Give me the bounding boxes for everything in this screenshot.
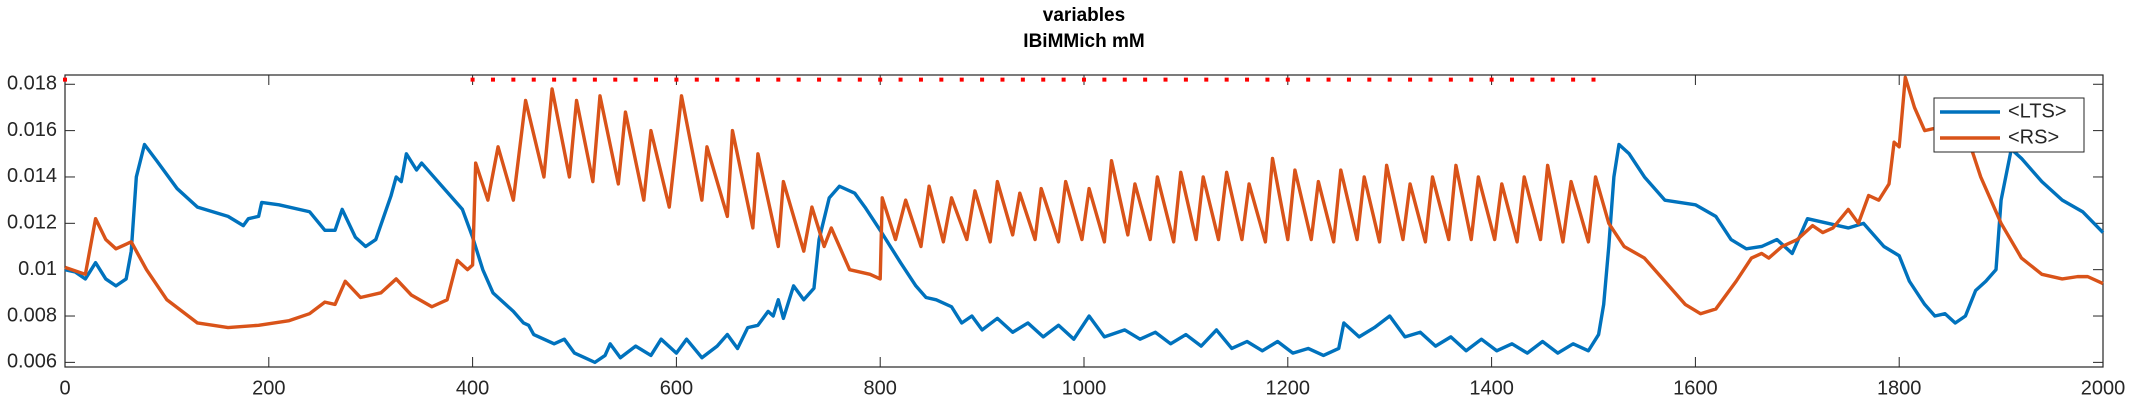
marker-dot (715, 77, 720, 82)
legend-label: <RS> (2008, 126, 2059, 148)
marker-dot (776, 77, 781, 82)
marker-dot (755, 77, 760, 82)
marker-dot (1367, 77, 1372, 82)
marker-dot (1387, 77, 1392, 82)
marker-dot (1000, 77, 1005, 82)
marker-dot (1428, 77, 1433, 82)
y-tick-label: 0.012 (7, 212, 57, 234)
marker-dot (1571, 77, 1576, 82)
marker-dot (980, 77, 985, 82)
marker-dot (1143, 77, 1148, 82)
marker-dot (470, 77, 475, 82)
x-tick-label: 200 (252, 377, 285, 399)
marker-dot (1591, 77, 1596, 82)
marker-dot (918, 77, 923, 82)
marker-dot (633, 77, 638, 82)
x-tick-label: 600 (660, 377, 693, 399)
series-line (64, 142, 2105, 365)
x-tick-label: 1600 (1673, 377, 1718, 399)
marker-dot (1265, 77, 1270, 82)
x-tick-label: 1200 (1266, 377, 1311, 399)
marker-dot (837, 77, 842, 82)
marker-dot (1061, 77, 1066, 82)
y-tick-label: 0.006 (7, 351, 57, 373)
marker-dot (1082, 77, 1086, 82)
marker-dot (1102, 77, 1107, 82)
marker-dot (857, 77, 862, 82)
x-tick-label: 1000 (1062, 377, 1107, 399)
marker-dot (1346, 77, 1351, 82)
x-tick-label: 2000 (2081, 377, 2126, 399)
marker-dot (1163, 77, 1168, 82)
marker-dot (1509, 77, 1514, 82)
chart-title: variables (1043, 5, 1125, 26)
marker-dot (817, 77, 822, 82)
y-tick-label: 0.018 (7, 73, 57, 95)
marker-dot (1550, 77, 1555, 82)
x-tick-label: 0 (59, 377, 70, 399)
legend-box (1933, 97, 2085, 153)
marker-dot (898, 77, 903, 82)
marker-dot (1469, 77, 1474, 82)
marker-dot (1245, 77, 1250, 82)
marker-dot (654, 77, 659, 82)
legend-label: <LTS> (2008, 100, 2067, 122)
marker-dot (1285, 77, 1290, 82)
marker-dot (1020, 77, 1025, 82)
x-tick-label: 800 (864, 377, 897, 399)
marker-dot (959, 77, 964, 82)
marker-dot (878, 77, 883, 82)
marker-dot (1326, 77, 1331, 82)
chart-subtitle: IBiMMich mM (1023, 31, 1144, 52)
y-tick-label: 0.016 (7, 119, 57, 141)
marker-dot (1408, 77, 1413, 82)
marker-dot (1204, 77, 1209, 82)
x-tick-label: 1800 (1877, 377, 1922, 399)
marker-dot (735, 77, 740, 82)
marker-dot (552, 77, 557, 82)
marker-dot (1183, 77, 1188, 82)
x-tick-label: 1400 (1469, 377, 1514, 399)
marker-dot (592, 77, 597, 82)
marker-dot (796, 77, 801, 82)
y-tick-label: 0.008 (7, 304, 57, 326)
marker-dot (511, 77, 516, 82)
marker-dot (1530, 77, 1535, 82)
marker-dot (1489, 77, 1494, 82)
marker-dot (572, 77, 577, 82)
marker-dot (1306, 77, 1311, 82)
y-tick-label: 0.014 (7, 165, 57, 187)
marker-dot (694, 77, 699, 82)
marker-dot (63, 77, 67, 82)
marker-dot (1448, 77, 1453, 82)
marker-dot (613, 77, 618, 82)
marker-dot (490, 77, 495, 82)
x-tick-label: 400 (456, 377, 489, 399)
marker-dot (939, 77, 944, 82)
y-tick-label: 0.01 (18, 258, 57, 280)
marker-dot (1041, 77, 1046, 82)
marker-dot (531, 77, 536, 82)
marker-dot (674, 77, 679, 82)
series-line (64, 75, 2104, 330)
marker-dot (1122, 77, 1127, 82)
marker-dot (1224, 77, 1229, 82)
